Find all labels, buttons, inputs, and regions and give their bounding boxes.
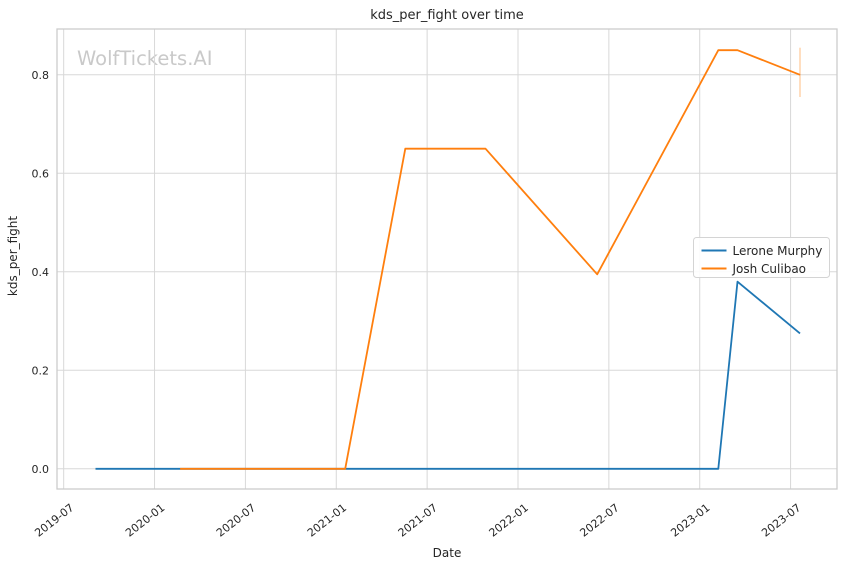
x-tick-label: 2020-01 [123, 501, 167, 540]
x-axis-label: Date [433, 546, 462, 560]
y-tick-label: 0.6 [32, 167, 50, 180]
y-tick-label: 0.8 [32, 69, 50, 82]
series-line-lerone-murphy [95, 280, 801, 470]
legend-label-lerone-murphy: Lerone Murphy [733, 244, 823, 258]
watermark-text: WolfTickets.AI [77, 47, 213, 70]
legend-box [693, 237, 830, 278]
x-tick-label: 2023-07 [759, 501, 803, 540]
y-axis-label: kds_per_fight [6, 216, 20, 297]
x-tick-label: 2021-01 [305, 501, 349, 540]
x-tick-label: 2022-01 [487, 501, 531, 540]
x-tick-label: 2019-07 [32, 501, 76, 540]
plot-border [56, 28, 838, 490]
series-lines [95, 47, 801, 470]
x-tick-label: 2020-07 [214, 501, 258, 540]
legend-label-josh-culibao: Josh Culibao [732, 262, 807, 276]
x-tick-label: 2023-01 [668, 501, 712, 540]
chart-title: kds_per_fight over time [370, 8, 524, 23]
x-tick-label: 2021-07 [396, 501, 440, 540]
series-line-josh-culibao [180, 49, 801, 470]
x-tick-labels: 2019-07 2020-01 2020-07 2021-01 2021-07 2022-… [32, 501, 803, 540]
legend-items: Lerone Murphy Josh Culibao [701, 244, 823, 276]
y-tick-label: 0.4 [32, 266, 50, 279]
y-tick-labels: 0.0 0.2 0.4 0.6 0.8 [32, 69, 50, 476]
x-tick-label: 2022-07 [578, 501, 622, 540]
y-tick-label: 0.0 [32, 463, 50, 476]
y-tick-label: 0.2 [32, 364, 50, 377]
legend: Lerone Murphy Josh Culibao [693, 237, 830, 278]
